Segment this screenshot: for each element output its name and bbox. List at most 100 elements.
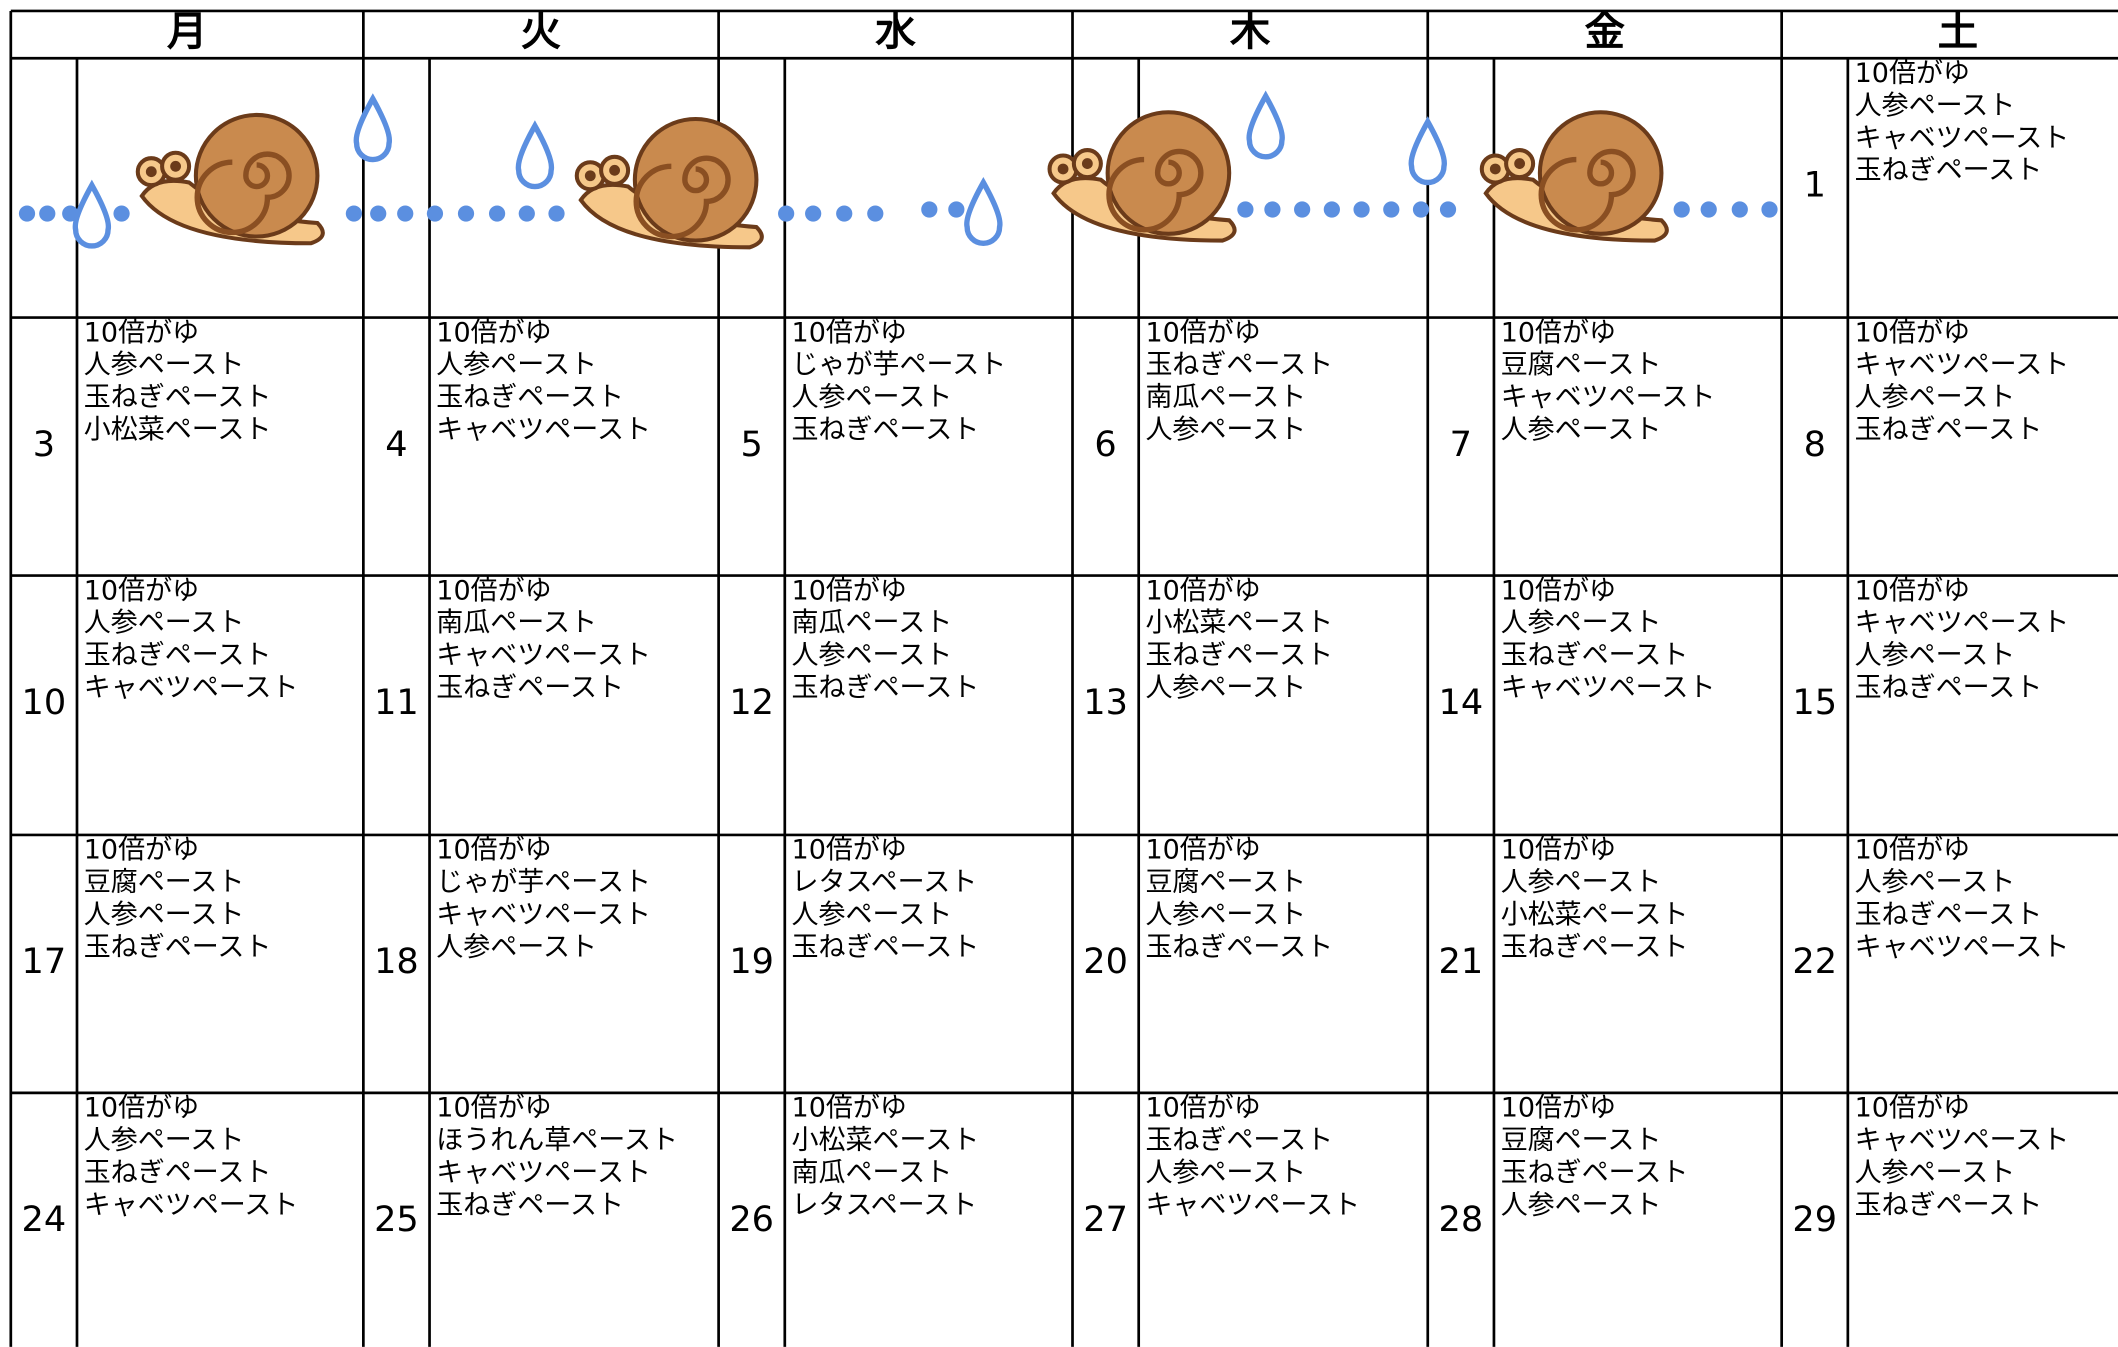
menu-item: 玉ねぎペースト [1855, 155, 2043, 186]
menu-item: 小松菜ペースト [1145, 608, 1333, 639]
rain-dot [778, 205, 795, 222]
menu-item: キャベツペースト [436, 640, 651, 671]
weekday-label: 月 [167, 7, 208, 55]
rain-dot [1323, 201, 1340, 218]
snail-pupil [170, 160, 182, 172]
menu-item: 豆腐ペースト [1501, 350, 1662, 381]
decoration [18, 90, 1778, 250]
rain-dot [1383, 201, 1400, 218]
menu-item: 10倍がゆ [792, 1093, 907, 1124]
day-number: 22 [1792, 941, 1837, 982]
menu-item: 玉ねぎペースト [1855, 1190, 2043, 1221]
menu-item: 玉ねぎペースト [84, 932, 272, 963]
menu-item: 10倍がゆ [84, 575, 199, 606]
weekday-label: 金 [1584, 7, 1625, 55]
menu-item: 10倍がゆ [1855, 1093, 1970, 1124]
menu-item: 人参ペースト [1145, 899, 1306, 930]
menu-item: 10倍がゆ [792, 575, 907, 606]
menu-item: 人参ペースト [84, 899, 245, 930]
rain-dot [1294, 201, 1311, 218]
weekday-label: 水 [874, 7, 916, 55]
menu-item: 南瓜ペースト [1145, 382, 1306, 413]
menu-item: キャベツペースト [1855, 932, 2070, 963]
rain-dot [1439, 201, 1457, 218]
menu-item: 人参ペースト [792, 382, 953, 413]
menu-item: 人参ペースト [84, 608, 245, 639]
menu-item: 玉ねぎペースト [436, 1190, 624, 1221]
rain-dot [18, 205, 36, 222]
menu-item: 南瓜ペースト [792, 608, 953, 639]
menu-item: 10倍がゆ [436, 317, 551, 348]
snail-icon [1479, 110, 1669, 243]
rain-dot [948, 201, 965, 218]
day-number: 3 [33, 424, 55, 465]
rain-dot [488, 205, 506, 222]
menu-item: 人参ペースト [792, 640, 953, 671]
menu-item: 玉ねぎペースト [1501, 1157, 1689, 1188]
menu-item: 玉ねぎペースト [84, 1157, 272, 1188]
menu-item: 人参ペースト [84, 1125, 245, 1156]
menu-item: 人参ペースト [1501, 608, 1662, 639]
menu-item: キャベツペースト [84, 1190, 299, 1221]
menu-item: 玉ねぎペースト [436, 382, 624, 413]
day-number: 24 [22, 1199, 67, 1240]
day-number: 21 [1439, 941, 1484, 982]
menu-item: キャベツペースト [1855, 1125, 2070, 1156]
snail-spiral [194, 151, 292, 236]
rain-dot [113, 205, 130, 222]
menu-item: キャベツペースト [436, 415, 651, 446]
day-number: 28 [1439, 1199, 1484, 1240]
rain-dot [867, 205, 884, 222]
weekday-label: 火 [521, 7, 562, 55]
day-number: 4 [385, 424, 407, 465]
menu-item: 10倍がゆ [1501, 835, 1616, 866]
menu-item: 玉ねぎペースト [792, 415, 980, 446]
rain-dot [518, 205, 535, 222]
menu-item: 10倍がゆ [1501, 317, 1616, 348]
day-number: 6 [1094, 424, 1116, 465]
menu-item: 人参ペースト [84, 350, 245, 381]
rain-dot [457, 205, 475, 222]
rain-dot [426, 205, 444, 222]
menu-item: 10倍がゆ [792, 317, 907, 348]
menu-item: 10倍がゆ [1501, 1093, 1616, 1124]
snail-spiral [1538, 148, 1636, 233]
menu-item: キャベツペースト [436, 899, 651, 930]
menu-item: 人参ペースト [436, 350, 597, 381]
menu-item: キャベツペースト [84, 673, 299, 704]
menu-item: 10倍がゆ [84, 1093, 199, 1124]
menu-item: 小松菜ペースト [1501, 899, 1689, 930]
menu-item: 10倍がゆ [84, 835, 199, 866]
menu-item: 玉ねぎペースト [436, 673, 624, 704]
menu-item: 人参ペースト [1501, 867, 1662, 898]
menu-item: 玉ねぎペースト [1855, 673, 2043, 704]
menu-item: 小松菜ペースト [792, 1125, 980, 1156]
menu-item: 玉ねぎペースト [1501, 932, 1689, 963]
menu-item: 豆腐ペースト [84, 867, 245, 898]
menu-item: 人参ペースト [1145, 1157, 1306, 1188]
rain-dot [921, 201, 938, 218]
day-number: 17 [22, 941, 67, 982]
water-drop [964, 176, 1003, 246]
menu-item: 10倍がゆ [1145, 317, 1260, 348]
day-number: 29 [1792, 1199, 1837, 1240]
day-number: 13 [1083, 682, 1128, 723]
menu-item: 人参ペースト [1855, 382, 2016, 413]
menu-item: キャベツペースト [1501, 382, 1716, 413]
water-drop [353, 93, 393, 163]
menu-item: 玉ねぎペースト [1145, 350, 1333, 381]
grid [9, 9, 2118, 1347]
day-number: 25 [374, 1199, 419, 1240]
menu-item: 玉ねぎペースト [1855, 899, 2043, 930]
menu-item: 10倍がゆ [792, 835, 907, 866]
snail-pupil [584, 170, 596, 182]
day-number: 19 [729, 941, 774, 982]
rain-dot [39, 205, 56, 222]
snail-spiral [1106, 148, 1204, 233]
menu-item: じゃが芋ペースト [436, 867, 651, 898]
weekday-label: 木 [1230, 7, 1271, 55]
weekday-label: 土 [1938, 7, 1979, 55]
menu-item: じゃが芋ペースト [792, 350, 1007, 381]
